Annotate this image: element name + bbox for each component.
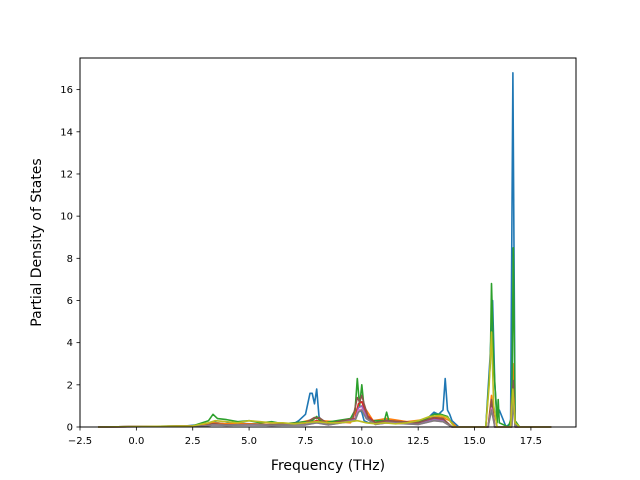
x-axis-label: Frequency (THz)	[271, 458, 385, 474]
y-tick-label: 4	[67, 338, 73, 349]
y-tick-label: 16	[60, 85, 73, 96]
y-axis-ticks: 0 2 4 6 8 10 12 14 16	[60, 85, 80, 434]
x-tick-label: 10.0	[351, 436, 373, 447]
x-tick-label: 17.5	[520, 436, 542, 447]
x-tick-label: 15.0	[463, 436, 485, 447]
y-axis-label: Partial Density of States	[29, 158, 45, 326]
y-tick-label: 12	[60, 169, 73, 180]
x-tick-label: 0.0	[128, 436, 144, 447]
x-tick-label: 7.5	[298, 436, 314, 447]
series-9-line	[97, 331, 552, 428]
x-tick-label: 5.0	[241, 436, 257, 447]
x-tick-label: 2.5	[185, 436, 201, 447]
y-tick-label: 6	[67, 296, 73, 307]
y-tick-label: 8	[67, 254, 73, 265]
series-layer	[97, 72, 552, 428]
x-tick-label: 12.5	[407, 436, 429, 447]
x-axis-ticks: −2.5 0.0 2.5 5.0 7.5 10.0 12.5 15.0 17.5	[68, 427, 542, 447]
y-tick-label: 0	[67, 423, 73, 434]
y-tick-label: 2	[67, 380, 73, 391]
y-tick-label: 14	[60, 127, 73, 138]
x-tick-label: −2.5	[68, 436, 92, 447]
axes-frame	[79, 57, 577, 428]
series-8-line	[97, 400, 552, 428]
y-tick-label: 10	[60, 212, 73, 223]
